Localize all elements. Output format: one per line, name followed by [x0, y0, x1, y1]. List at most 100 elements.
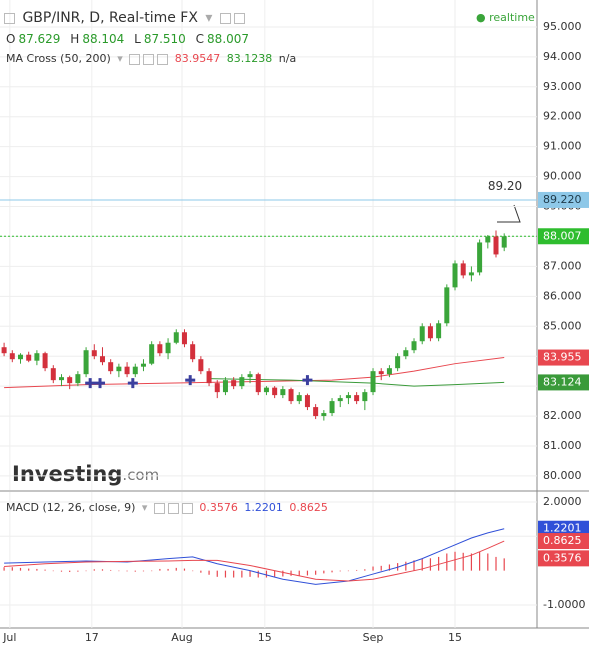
ohlc-letter: O	[6, 32, 16, 46]
icon[interactable]	[167, 502, 179, 514]
y-tick-label: 90.000	[543, 170, 582, 183]
icon[interactable]	[143, 53, 155, 65]
candle-body	[395, 356, 401, 369]
histogram-bar	[175, 567, 177, 571]
histogram-bar	[134, 570, 136, 572]
candle-body	[50, 368, 56, 381]
histogram-bar	[282, 570, 284, 577]
icon[interactable]	[157, 53, 169, 65]
indicator-name: MA Cross (50, 200)	[6, 52, 111, 65]
ohlc-letter: H	[70, 32, 80, 46]
candle-body	[67, 377, 73, 384]
histogram-bar	[347, 570, 350, 572]
dropdown[interactable]: ▾	[205, 10, 213, 26]
histogram-bar	[364, 569, 366, 571]
histogram-bar	[44, 569, 46, 571]
ohlc-letter: C	[195, 32, 205, 46]
dropdown[interactable]: ▾	[141, 501, 148, 514]
title-row: GBP/INR, D, Real-time FX ▾	[4, 10, 248, 26]
signal-cross	[95, 378, 106, 389]
dropdown[interactable]: ▾	[117, 52, 123, 65]
histogram-bar	[479, 551, 481, 571]
candle-body	[296, 395, 302, 402]
y-tick-label: -1.0000	[543, 598, 585, 611]
macd-title: MACD (12, 26, close, 9)	[6, 501, 136, 514]
logo-main: Investing	[12, 462, 122, 486]
candle-body	[272, 387, 278, 396]
macd-value: 1.2201	[244, 501, 283, 514]
candle-body	[460, 263, 466, 276]
macd-value: 0.8625	[289, 501, 328, 514]
annotation-pointer	[497, 204, 521, 223]
histogram-bar	[233, 570, 235, 578]
candle-body	[477, 242, 483, 273]
x-tick-label: Aug	[171, 631, 192, 644]
histogram-bar	[224, 570, 227, 578]
icon[interactable]	[129, 53, 141, 65]
candle-body	[378, 371, 384, 375]
histogram-bar	[11, 567, 13, 571]
macd-line	[4, 540, 505, 582]
candle-body	[9, 353, 15, 360]
histogram-bar	[306, 570, 309, 576]
candle-body	[313, 407, 319, 417]
format-icon[interactable]	[233, 12, 245, 24]
histogram-bar	[429, 558, 432, 571]
candle-body	[222, 380, 228, 393]
icon[interactable]	[153, 502, 165, 514]
price-box	[538, 349, 589, 366]
annotation: 89.20	[488, 179, 522, 193]
status-text: realtime	[489, 11, 535, 24]
candle-body	[1, 347, 7, 354]
candle-body	[17, 354, 23, 360]
x-tick-label: 15	[258, 631, 272, 644]
x-tick-label: 15	[448, 631, 462, 644]
candle-body	[132, 366, 138, 375]
icon[interactable]	[181, 502, 193, 514]
histogram-bar	[19, 567, 22, 571]
macd-value: 0.3576	[199, 501, 238, 514]
histogram-bar	[183, 568, 186, 571]
price-box-label: 0.3576	[543, 551, 582, 564]
indicator-value: n/a	[278, 52, 297, 65]
y-tick-label: 82.000	[543, 409, 582, 422]
candle-body	[214, 383, 220, 393]
logo-suffix: .com	[122, 466, 159, 484]
histogram-bar	[85, 570, 87, 572]
histogram-bar	[454, 551, 456, 571]
candle-body	[345, 395, 351, 399]
collapse-icon[interactable]	[4, 12, 15, 24]
histogram-bar	[470, 553, 473, 571]
price-box	[538, 191, 589, 208]
candle-body	[362, 392, 368, 402]
candle-body	[231, 380, 237, 387]
histogram-bar	[28, 568, 30, 571]
histogram-bar	[77, 570, 79, 572]
indicator-value: 83.1238	[226, 52, 273, 65]
histogram-bar	[159, 568, 161, 571]
ohlc-value: 88.104	[82, 32, 125, 46]
settings-icon[interactable]	[219, 12, 231, 24]
candle-body	[108, 362, 114, 372]
y-tick-label: 93.000	[543, 80, 582, 93]
histogram-bar	[405, 561, 407, 571]
candle-body	[370, 371, 376, 393]
histogram-bar	[315, 570, 317, 575]
price-box	[538, 533, 589, 550]
histogram-bar	[60, 570, 63, 572]
y-tick-label: 86.000	[543, 289, 582, 302]
x-tick-label: Jul	[2, 631, 16, 644]
histogram-bar	[200, 570, 202, 573]
histogram-bar	[257, 570, 259, 578]
logo: Investing.com	[12, 462, 159, 486]
histogram-bar	[274, 570, 276, 577]
candle-body	[157, 344, 163, 354]
title: GBP/INR, D, Real-time FX	[22, 10, 198, 26]
histogram-bar	[36, 568, 38, 571]
ohlc-value: 88.007	[207, 32, 250, 46]
histogram-bar	[192, 570, 194, 572]
y-tick-label: 2.0000	[543, 495, 582, 508]
candle-body	[263, 387, 269, 393]
candle-body	[444, 287, 450, 324]
candle-body	[124, 366, 130, 375]
